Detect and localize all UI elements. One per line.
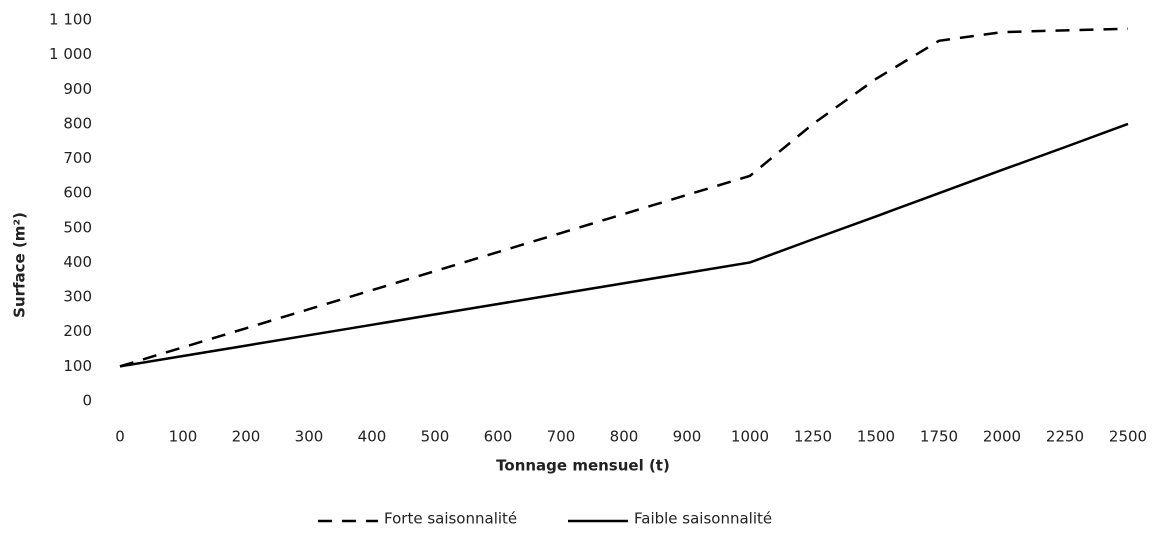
- x-tick-label: 1250: [794, 428, 832, 446]
- x-tick-label: 2250: [1046, 428, 1084, 446]
- y-tick-label: 900: [63, 80, 92, 98]
- y-tick-label: 600: [63, 184, 92, 202]
- x-tick-label: 100: [169, 428, 198, 446]
- x-tick-label: 300: [295, 428, 324, 446]
- y-tick-label: 400: [63, 253, 92, 271]
- series-line: [119, 27, 1129, 368]
- x-tick-label: 1000: [731, 428, 769, 446]
- y-tick-label: 500: [63, 218, 92, 236]
- y-tick-label: 700: [63, 149, 92, 167]
- x-tick-label: 0: [115, 428, 125, 446]
- y-tick-label: 800: [63, 114, 92, 132]
- x-tick-label: 2500: [1109, 428, 1147, 446]
- series-line: [119, 122, 1129, 368]
- x-axis-title: Tonnage mensuel (t): [496, 457, 670, 475]
- legend-label: Forte saisonnalité: [384, 510, 517, 528]
- y-tick-label: 300: [63, 288, 92, 306]
- x-tick-label: 800: [610, 428, 639, 446]
- y-tick-label: 1 100: [49, 11, 92, 29]
- y-tick-label: 100: [63, 357, 92, 375]
- legend-label: Faible saisonnalité: [634, 510, 772, 528]
- y-tick-label: 1 000: [49, 45, 92, 63]
- x-tick-label: 200: [232, 428, 261, 446]
- y-axis-title: Surface (m²): [11, 212, 29, 318]
- y-tick-label: 0: [82, 392, 92, 410]
- x-tick-label: 1500: [857, 428, 895, 446]
- x-tick-label: 2000: [983, 428, 1021, 446]
- x-tick-label: 900: [673, 428, 702, 446]
- y-tick-label: 200: [63, 322, 92, 340]
- x-tick-label: 1750: [920, 428, 958, 446]
- x-tick-label: 400: [358, 428, 387, 446]
- x-tick-label: 500: [421, 428, 450, 446]
- x-tick-label: 700: [547, 428, 576, 446]
- x-tick-label: 600: [484, 428, 513, 446]
